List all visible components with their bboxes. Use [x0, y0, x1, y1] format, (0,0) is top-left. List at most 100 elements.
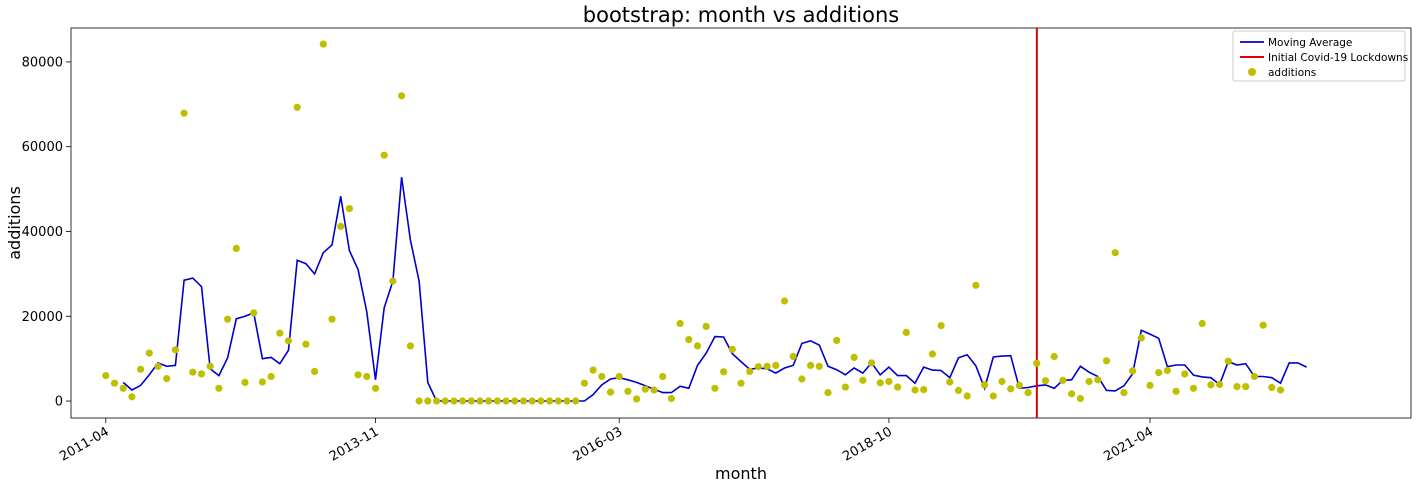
additions-point [302, 340, 310, 348]
additions-point [676, 319, 684, 328]
additions-point [693, 342, 702, 350]
additions-point [511, 397, 519, 405]
additions-point [798, 375, 806, 383]
additions-point [1198, 319, 1206, 328]
additions-point [885, 377, 893, 386]
additions-point [1259, 321, 1267, 329]
additions-point [746, 367, 754, 375]
additions-point [754, 363, 763, 371]
additions-point [224, 315, 232, 323]
additions-point [319, 40, 327, 48]
additions-point [502, 397, 510, 405]
additions-point [920, 386, 928, 394]
additions-point [459, 397, 467, 405]
additions-point [546, 397, 554, 405]
additions-point [467, 397, 475, 405]
additions-point [424, 397, 432, 405]
additions-point [154, 362, 162, 370]
additions-point [241, 378, 249, 386]
x-axis: 2011-04 2013-11 2016-03 2018-10 2021-04 [57, 418, 1156, 465]
additions-point [876, 379, 884, 387]
additions-point [1268, 383, 1276, 392]
additions-point [415, 397, 423, 405]
additions-point [1007, 385, 1015, 393]
additions-point [1120, 389, 1128, 397]
additions-point [972, 281, 980, 289]
additions-point [493, 397, 501, 405]
additions-point [728, 345, 736, 353]
additions-point [1085, 377, 1093, 386]
additions-point [137, 365, 145, 373]
additions-point [981, 381, 989, 389]
additions-point [624, 387, 632, 395]
additions-point [528, 397, 536, 405]
additions-point [946, 378, 954, 386]
legend: Moving Average Initial Covid-19 Lockdown… [1232, 30, 1408, 82]
additions-point [1146, 381, 1154, 389]
additions-point [633, 395, 641, 403]
additions-point [250, 309, 258, 317]
legend-box [1232, 30, 1406, 82]
x-tick-label: 2018-10 [840, 424, 895, 464]
additions-point [145, 349, 153, 357]
additions-point [998, 377, 1006, 386]
additions-point [1207, 381, 1215, 389]
additions-point [1076, 394, 1084, 403]
x-tick-label: 2011-04 [57, 424, 112, 464]
additions-point [337, 222, 345, 230]
additions-point [311, 367, 319, 375]
additions-point [406, 342, 414, 350]
y-axis-label: additions [5, 186, 24, 260]
additions-point [598, 372, 606, 381]
additions-point [641, 385, 649, 393]
additions-point [963, 392, 971, 400]
x-tick-label: 2021-04 [1101, 424, 1156, 464]
legend-moving-average-label: Moving Average [1268, 37, 1352, 49]
additions-point [789, 352, 797, 361]
additions-point [563, 397, 571, 405]
additions-point [902, 328, 910, 336]
additions-point [206, 362, 214, 370]
additions-point [1181, 370, 1189, 378]
additions-point [1024, 389, 1032, 397]
additions-point [606, 388, 615, 396]
additions-point [1050, 352, 1058, 361]
additions-point [989, 392, 997, 400]
additions-point [1129, 367, 1137, 375]
additions-point [163, 375, 171, 383]
additions-point [1242, 383, 1250, 391]
additions-point [685, 336, 693, 344]
additions-point [841, 383, 850, 391]
additions-point [476, 397, 484, 405]
additions-point [1155, 369, 1163, 377]
additions-point [180, 109, 188, 117]
legend-lockdown-label: Initial Covid-19 Lockdowns [1268, 52, 1408, 64]
additions-point [815, 362, 823, 370]
additions-point [128, 393, 136, 401]
additions-point [1094, 376, 1102, 384]
additions-point [1233, 383, 1241, 391]
additions-point [345, 205, 353, 213]
additions-point [572, 397, 580, 405]
additions-point [328, 315, 336, 323]
additions-point [232, 244, 240, 252]
additions-point [197, 370, 206, 378]
additions-point [928, 350, 937, 358]
additions-point [659, 372, 667, 381]
additions-point [720, 368, 728, 376]
additions-point [119, 384, 127, 392]
plot-area [70, 27, 1412, 419]
additions-point [485, 397, 493, 405]
additions-point [911, 386, 919, 394]
chart-title: bootstrap: month vs additions [583, 3, 899, 27]
additions-point [937, 322, 945, 330]
additions-point [1189, 384, 1198, 392]
additions-point [554, 397, 562, 405]
y-tick-label: 60000 [22, 140, 63, 155]
additions-point [894, 383, 902, 391]
legend-additions-label: additions [1268, 67, 1316, 79]
additions-point [1068, 390, 1076, 398]
additions-point [650, 386, 658, 394]
additions-point [824, 389, 832, 397]
